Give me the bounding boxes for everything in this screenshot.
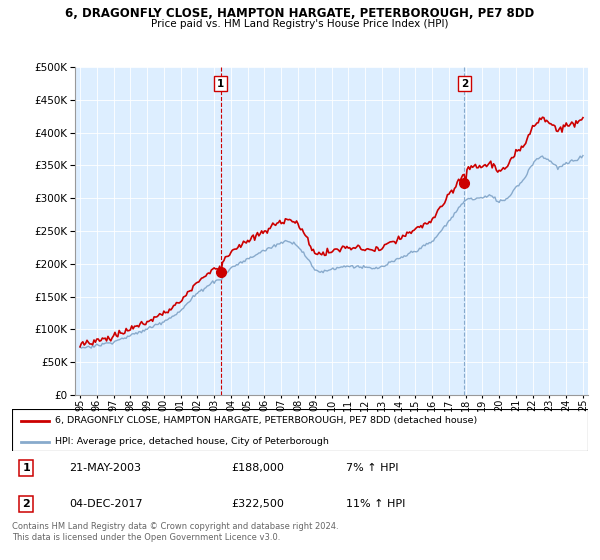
Text: 11% ↑ HPI: 11% ↑ HPI xyxy=(346,499,406,509)
Text: 1: 1 xyxy=(23,463,30,473)
Text: 21-MAY-2003: 21-MAY-2003 xyxy=(70,463,142,473)
Text: HPI: Average price, detached house, City of Peterborough: HPI: Average price, detached house, City… xyxy=(55,437,329,446)
Text: 2: 2 xyxy=(461,78,468,88)
Text: 7% ↑ HPI: 7% ↑ HPI xyxy=(346,463,398,473)
Text: 6, DRAGONFLY CLOSE, HAMPTON HARGATE, PETERBOROUGH, PE7 8DD: 6, DRAGONFLY CLOSE, HAMPTON HARGATE, PET… xyxy=(65,7,535,20)
Text: £322,500: £322,500 xyxy=(231,499,284,509)
Text: 6, DRAGONFLY CLOSE, HAMPTON HARGATE, PETERBOROUGH, PE7 8DD (detached house): 6, DRAGONFLY CLOSE, HAMPTON HARGATE, PET… xyxy=(55,416,478,425)
Text: Price paid vs. HM Land Registry's House Price Index (HPI): Price paid vs. HM Land Registry's House … xyxy=(151,19,449,29)
Text: This data is licensed under the Open Government Licence v3.0.: This data is licensed under the Open Gov… xyxy=(12,533,280,542)
Text: 1: 1 xyxy=(217,78,224,88)
Text: £188,000: £188,000 xyxy=(231,463,284,473)
Text: 04-DEC-2017: 04-DEC-2017 xyxy=(70,499,143,509)
Text: Contains HM Land Registry data © Crown copyright and database right 2024.: Contains HM Land Registry data © Crown c… xyxy=(12,522,338,531)
Text: 2: 2 xyxy=(23,499,30,509)
